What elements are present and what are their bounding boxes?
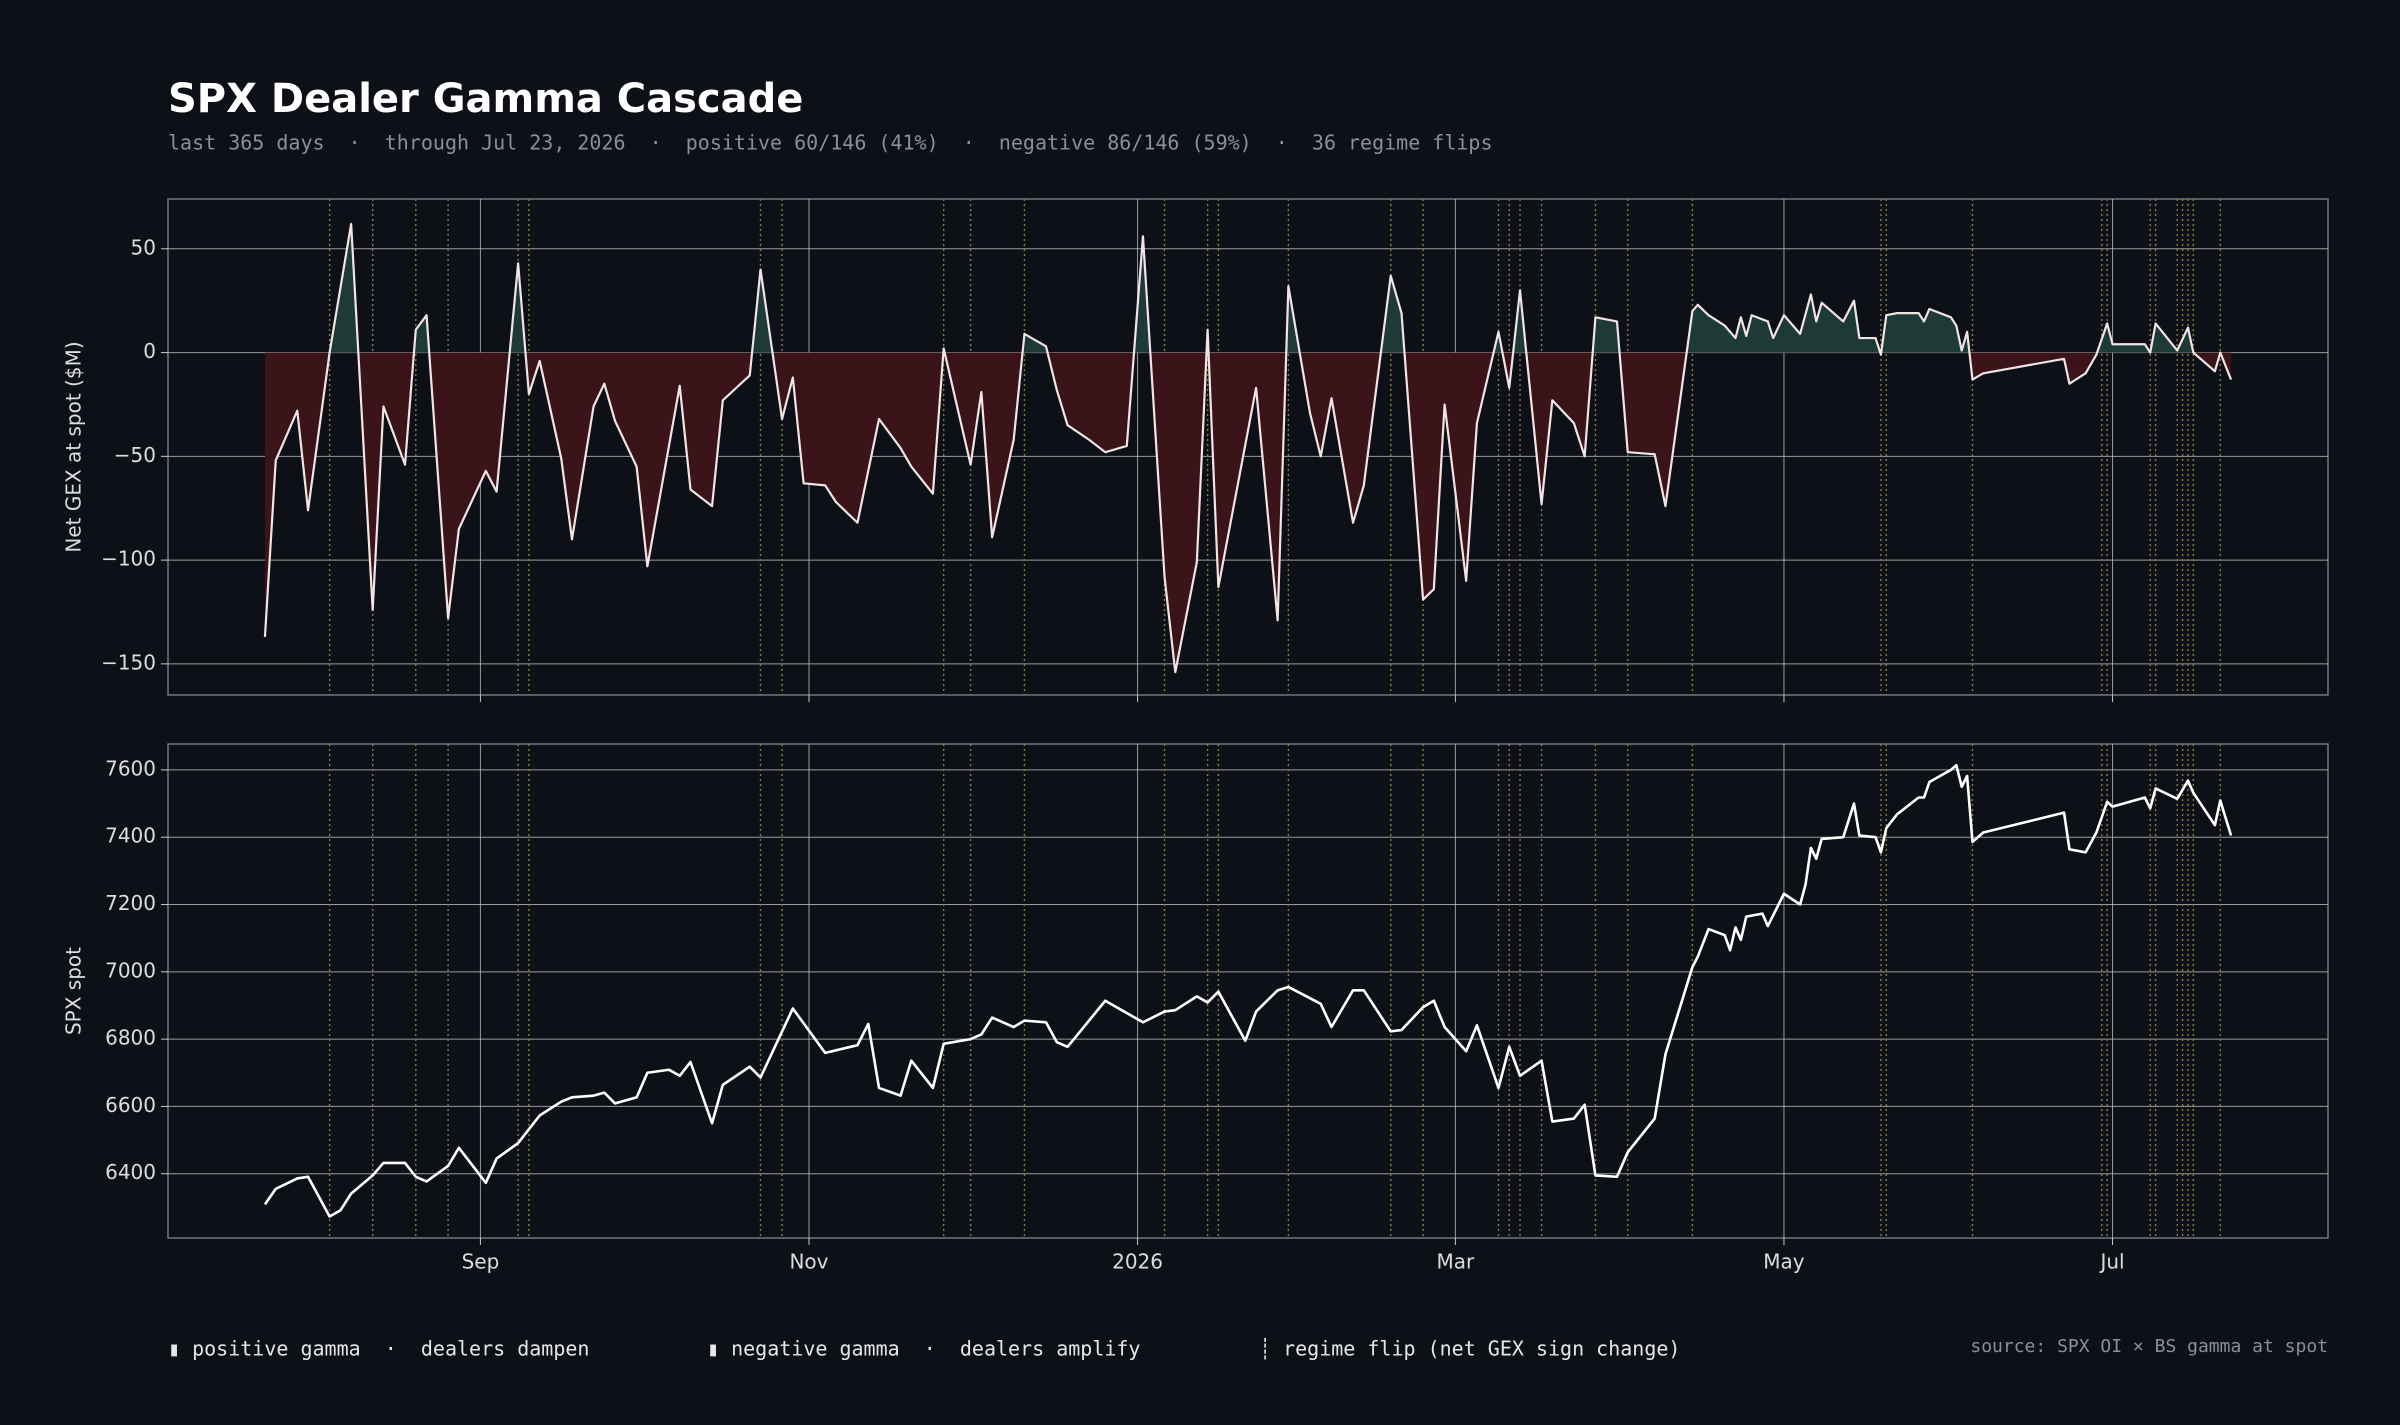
gex-line xyxy=(263,222,2233,674)
plot-frame xyxy=(167,198,2329,696)
x-tick-label: 2026 xyxy=(1112,1250,1163,1274)
chart-title: SPX Dealer Gamma Cascade xyxy=(168,76,803,122)
y-tick-label: 7000 xyxy=(105,958,156,982)
y-tick-label: −50 xyxy=(114,443,156,467)
plot-frame xyxy=(167,743,2329,1239)
source-note: source: SPX OI × BS gamma at spot xyxy=(1970,1336,2328,1357)
y-tick-label: −100 xyxy=(101,547,156,571)
y-tick-label: 6600 xyxy=(105,1093,156,1117)
y-axis-label: Net GEX at spot ($M) xyxy=(62,341,86,552)
y-tick-label: 6800 xyxy=(105,1026,156,1050)
y-tick-label: 6400 xyxy=(105,1160,156,1184)
y-axis-label: SPX spot xyxy=(62,947,86,1035)
legend-entry: ▮ positive gamma · dealers dampen xyxy=(168,1337,589,1361)
negative-gamma-fill xyxy=(264,352,2232,673)
x-tick-label: Mar xyxy=(1437,1250,1476,1274)
y-tick-label: 50 xyxy=(131,235,156,259)
chart-subtitle: last 365 days · through Jul 23, 2026 · p… xyxy=(168,131,1493,155)
y-tick-label: 0 xyxy=(143,339,156,363)
y-tick-label: −150 xyxy=(101,650,156,674)
positive-gamma-fill xyxy=(264,223,2232,353)
legend-entry: ┊ regime flip (net GEX sign change) xyxy=(1259,1337,1680,1361)
y-tick-label: 7400 xyxy=(105,824,156,848)
x-tick-label: Jul xyxy=(2098,1250,2124,1274)
x-tick-label: May xyxy=(1763,1250,1805,1274)
spot-line xyxy=(263,763,2233,1218)
y-tick-label: 7200 xyxy=(105,891,156,915)
legend-entry: ▮ negative gamma · dealers amplify xyxy=(707,1337,1140,1361)
x-tick-label: Nov xyxy=(789,1250,828,1274)
x-tick-label: Sep xyxy=(462,1250,500,1274)
y-tick-label: 7600 xyxy=(105,756,156,780)
